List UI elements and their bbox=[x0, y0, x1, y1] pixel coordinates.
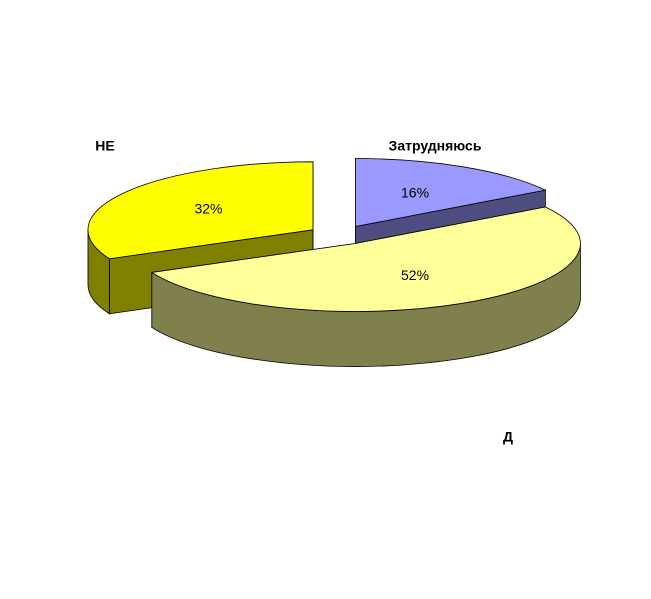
value-label: 52% bbox=[401, 267, 429, 283]
category-label: НЕ bbox=[95, 138, 114, 154]
value-label: 16% bbox=[401, 184, 429, 200]
slice bbox=[150, 206, 581, 312]
slice bbox=[355, 158, 547, 228]
value-label: 32% bbox=[194, 200, 222, 216]
category-label: Д bbox=[503, 429, 513, 445]
category-label: Затрудняюсь bbox=[389, 138, 482, 154]
slice bbox=[87, 161, 314, 260]
